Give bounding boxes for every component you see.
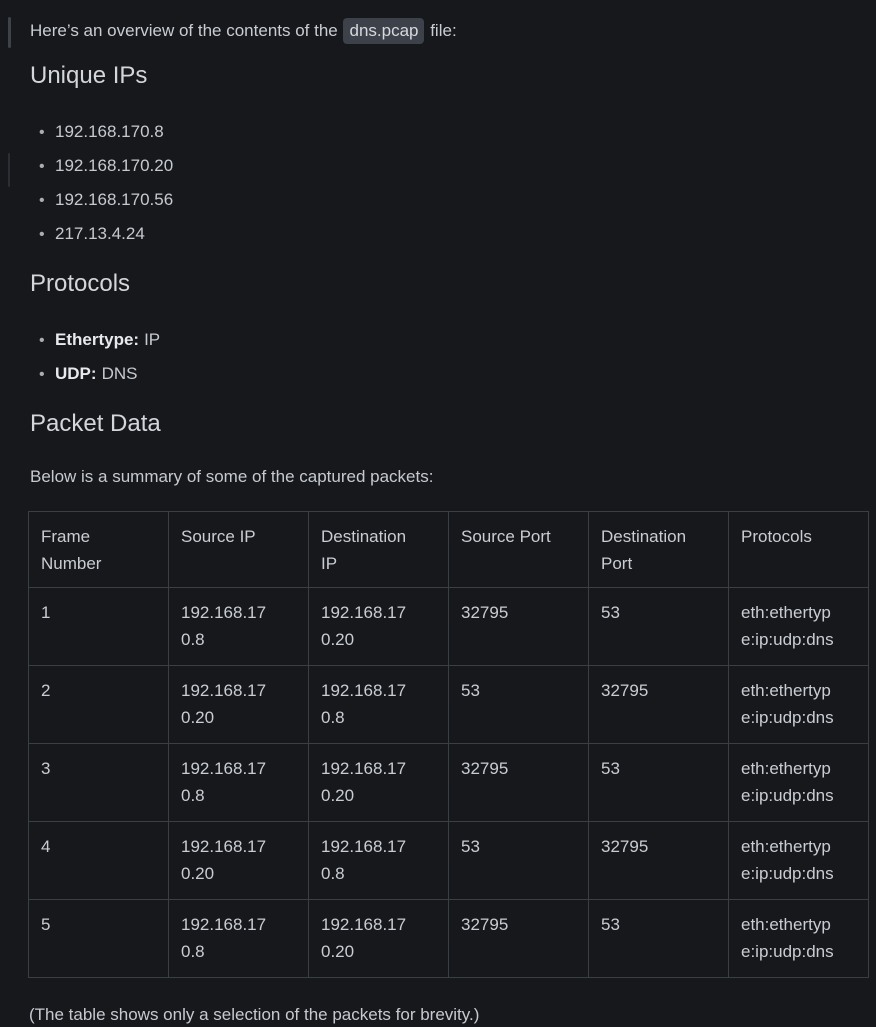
col-header-destination-ip: Destination IP [308, 511, 449, 588]
col-header-source-port: Source Port [448, 511, 589, 588]
heading-packet-data: Packet Data [30, 410, 161, 437]
table-header-row: Frame Number Source IP Destination IP So… [28, 511, 869, 588]
bullet-icon: • [39, 366, 45, 383]
cell-frame-number: 3 [28, 743, 169, 822]
table-row: 2 192.168.170.20 192.168.170.8 53 32795 … [28, 665, 869, 744]
table-row: 1 192.168.170.8 192.168.170.20 32795 53 … [28, 587, 869, 666]
cell-source-port: 32795 [448, 899, 589, 978]
heading-protocols: Protocols [30, 270, 131, 297]
protocol-list: • Ethertype: IP • UDP: DNS [30, 323, 868, 391]
cell-destination-port: 32795 [588, 665, 729, 744]
table-intro: Below is a summary of some of the captur… [30, 467, 434, 486]
col-header-protocols: Protocols [728, 511, 869, 588]
bullet-icon: • [39, 158, 45, 175]
cell-destination-ip: 192.168.170.20 [308, 743, 449, 822]
cell-protocols: eth:ethertype:ip:udp:dns [728, 743, 869, 822]
protocol-value: DNS [101, 364, 138, 383]
intro-text-prefix: Here’s an overview of the contents of th… [30, 21, 343, 40]
ip-list-item: • 192.168.170.8 [30, 115, 868, 149]
cell-destination-port: 53 [588, 743, 729, 822]
cell-destination-ip: 192.168.170.20 [308, 587, 449, 666]
ip-list-item: • 192.168.170.56 [30, 183, 868, 217]
cell-frame-number: 4 [28, 821, 169, 900]
ip-value: 192.168.170.8 [55, 122, 164, 141]
cell-source-port: 53 [448, 821, 589, 900]
col-header-destination-port: Destination Port [588, 511, 729, 588]
packets-table: Frame Number Source IP Destination IP So… [28, 511, 869, 978]
gutter-marker-top [8, 17, 11, 48]
inline-code-filename: dns.pcap [343, 18, 425, 44]
cell-frame-number: 2 [28, 665, 169, 744]
cell-destination-port: 53 [588, 899, 729, 978]
cell-source-port: 32795 [448, 743, 589, 822]
table-row: 3 192.168.170.8 192.168.170.20 32795 53 … [28, 743, 869, 822]
cell-source-port: 32795 [448, 587, 589, 666]
ip-value: 192.168.170.56 [55, 190, 174, 209]
cell-destination-ip: 192.168.170.8 [308, 821, 449, 900]
bullet-icon: • [39, 192, 45, 209]
cell-source-ip: 192.168.170.8 [168, 899, 309, 978]
cell-source-ip: 192.168.170.8 [168, 587, 309, 666]
ip-list: • 192.168.170.8 • 192.168.170.20 • 192.168.… [30, 115, 868, 251]
cell-frame-number: 5 [28, 899, 169, 978]
table-row: 5 192.168.170.8 192.168.170.20 32795 53 … [28, 899, 869, 978]
cell-source-port: 53 [448, 665, 589, 744]
bullet-icon: • [39, 226, 45, 243]
intro-text-suffix: file: [425, 21, 457, 40]
protocol-label: Ethertype: [55, 330, 140, 349]
ip-value: 192.168.170.20 [55, 156, 174, 175]
bullet-icon: • [39, 332, 45, 349]
cell-source-ip: 192.168.170.20 [168, 665, 309, 744]
ip-list-item: • 192.168.170.20 [30, 149, 868, 183]
table-row: 4 192.168.170.20 192.168.170.8 53 32795 … [28, 821, 869, 900]
col-header-source-ip: Source IP [168, 511, 309, 588]
cell-protocols: eth:ethertype:ip:udp:dns [728, 821, 869, 900]
ip-value: 217.13.4.24 [55, 224, 145, 243]
protocol-value: IP [144, 330, 161, 349]
protocol-list-item: • UDP: DNS [30, 357, 868, 391]
col-header-frame-number: Frame Number [28, 511, 169, 588]
bullet-icon: • [39, 124, 45, 141]
cell-protocols: eth:ethertype:ip:udp:dns [728, 587, 869, 666]
cell-destination-ip: 192.168.170.8 [308, 665, 449, 744]
ip-list-item: • 217.13.4.24 [30, 217, 868, 251]
cell-frame-number: 1 [28, 587, 169, 666]
cell-destination-ip: 192.168.170.20 [308, 899, 449, 978]
cell-source-ip: 192.168.170.20 [168, 821, 309, 900]
heading-unique-ips: Unique IPs [30, 62, 148, 89]
table-footnote: (The table shows only a selection of the… [29, 1005, 480, 1024]
intro-paragraph: Here’s an overview of the contents of th… [30, 18, 868, 44]
cell-protocols: eth:ethertype:ip:udp:dns [728, 665, 869, 744]
cell-protocols: eth:ethertype:ip:udp:dns [728, 899, 869, 978]
protocol-list-item: • Ethertype: IP [30, 323, 868, 357]
protocol-label: UDP: [55, 364, 97, 383]
cell-source-ip: 192.168.170.8 [168, 743, 309, 822]
cell-destination-port: 32795 [588, 821, 729, 900]
cell-destination-port: 53 [588, 587, 729, 666]
gutter-marker-bottom [8, 153, 10, 187]
